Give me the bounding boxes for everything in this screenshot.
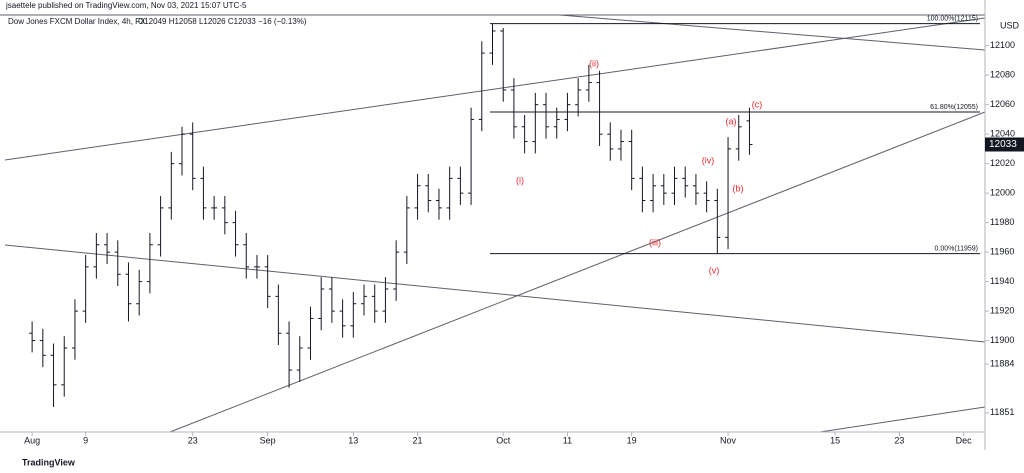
y-tick-label: 11940: [990, 276, 1014, 286]
x-tick-label: 15: [830, 435, 840, 445]
wave-label: (b): [733, 183, 744, 193]
publisher: jsaettele published on TradingView.com, …: [5, 1, 247, 10]
y-tick-label: 12020: [990, 158, 1015, 168]
x-tick-label: Nov: [720, 435, 737, 445]
wave-label: (v): [709, 265, 720, 275]
y-tick-label: 12060: [990, 99, 1015, 109]
trend-line: [4, 17, 986, 161]
y-tick-label: 12040: [990, 129, 1015, 139]
wave-label: (iii): [649, 237, 661, 247]
ohlc-legend: O12049 H12058 L12026 C12033 −16 (−0.13%): [138, 17, 307, 26]
last-price-box: [985, 137, 1024, 152]
y-tick-label: 11900: [990, 335, 1014, 345]
y-tick-label: 11960: [990, 246, 1014, 256]
y-tick-label: 11851: [990, 407, 1014, 417]
x-tick-label: Oct: [496, 435, 511, 445]
x-tick-label: 23: [894, 435, 904, 445]
x-tick-label: 9: [83, 435, 88, 445]
x-tick-label: 11: [563, 435, 572, 445]
y-tick-label: 12100: [990, 40, 1015, 50]
x-tick-label: 21: [413, 435, 423, 445]
wave-label: (i): [516, 175, 524, 185]
currency: USD: [1000, 20, 1020, 30]
fib-label: 61.80%(12055): [930, 104, 978, 111]
fib-label: 0.00%(11959): [935, 245, 978, 252]
y-tick-label: 11980: [990, 217, 1014, 227]
wave-label: (c): [752, 99, 763, 109]
y-tick-label: 12080: [990, 70, 1015, 80]
brand: TradingView: [22, 457, 76, 467]
fib-label: 100.00%(12115): [927, 15, 978, 22]
x-tick-label: 19: [627, 435, 637, 445]
x-tick-label: Dec: [956, 435, 973, 445]
x-tick-label: Aug: [24, 435, 40, 445]
x-tick-label: Sep: [260, 435, 276, 445]
trend-line: [169, 111, 986, 433]
y-tick-label: 11920: [990, 305, 1014, 315]
y-tick-label: 12000: [990, 188, 1015, 198]
trend-line: [559, 14, 986, 51]
trend-line: [4, 244, 986, 343]
last-price: 12033: [989, 139, 1017, 150]
chart-title: Dow Jones FXCM Dollar Index, 4h, FX: [8, 17, 146, 26]
wave-label: (a): [726, 116, 737, 126]
trend-line: [819, 406, 986, 433]
wave-label: (ii): [589, 58, 599, 68]
y-tick-label: 11884: [990, 359, 1014, 369]
x-tick-label: 23: [188, 435, 198, 445]
x-tick-label: 13: [348, 435, 358, 445]
wave-label: (iv): [702, 155, 715, 165]
